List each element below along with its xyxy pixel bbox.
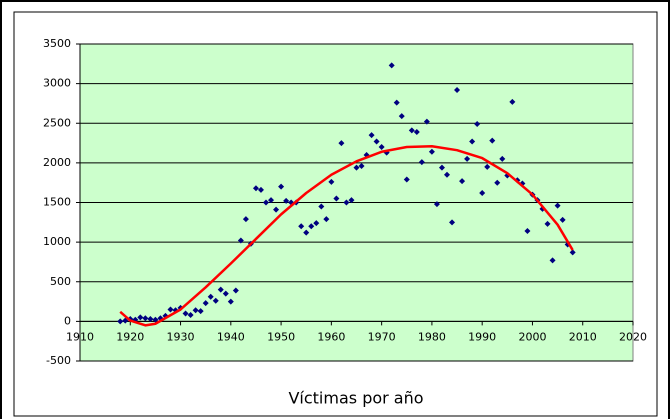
- data-point: [554, 202, 561, 209]
- data-point: [499, 155, 506, 162]
- data-point: [117, 318, 124, 325]
- data-point: [227, 298, 234, 305]
- data-point: [454, 86, 461, 93]
- x-tick-label: 1970: [368, 330, 396, 343]
- y-tick-label: -500: [46, 354, 71, 367]
- y-tick-label: 3500: [43, 37, 71, 50]
- y-tick-label: 3000: [43, 77, 71, 90]
- data-point: [182, 310, 189, 317]
- x-tick-label: 1920: [116, 330, 144, 343]
- x-tick-label: 1950: [267, 330, 295, 343]
- data-point: [298, 223, 305, 230]
- data-point: [308, 223, 315, 230]
- x-tick-label: 1910: [66, 330, 94, 343]
- data-point: [197, 308, 204, 315]
- data-point: [137, 314, 144, 321]
- data-point: [398, 113, 405, 120]
- data-point: [318, 203, 325, 210]
- x-tick-label: 1940: [217, 330, 245, 343]
- x-tick-label: 2020: [619, 330, 647, 343]
- data-point: [343, 199, 350, 206]
- x-tick-label: 1930: [167, 330, 195, 343]
- data-point: [474, 121, 481, 128]
- y-tick-label: 500: [50, 275, 71, 288]
- data-point: [479, 189, 486, 196]
- y-tick-label: 1000: [43, 235, 71, 248]
- data-point: [469, 138, 476, 145]
- data-point: [217, 286, 224, 293]
- data-point: [408, 127, 415, 134]
- data-point: [237, 237, 244, 244]
- data-point: [428, 148, 435, 155]
- data-point: [278, 183, 285, 190]
- x-tick-label: 1990: [468, 330, 496, 343]
- data-point: [257, 186, 264, 193]
- data-point: [403, 176, 410, 183]
- data-point: [423, 118, 430, 125]
- data-point: [232, 287, 239, 294]
- data-point: [328, 178, 335, 185]
- x-tick-label: 2010: [569, 330, 597, 343]
- data-point: [142, 315, 149, 322]
- y-tick-label: 2500: [43, 116, 71, 129]
- data-point: [152, 316, 159, 323]
- data-point: [373, 138, 380, 145]
- data-point: [303, 229, 310, 236]
- data-point: [559, 216, 566, 223]
- data-point: [268, 197, 275, 204]
- x-tick-label: 2000: [518, 330, 546, 343]
- data-point: [378, 144, 385, 151]
- data-point: [464, 155, 471, 162]
- x-tick-label: 1960: [317, 330, 345, 343]
- data-point: [212, 297, 219, 304]
- x-tick-label: 1980: [418, 330, 446, 343]
- data-point: [353, 164, 360, 171]
- data-point: [273, 206, 280, 213]
- data-point: [433, 201, 440, 208]
- data-point: [147, 315, 154, 322]
- data-point: [494, 179, 501, 186]
- data-point: [313, 220, 320, 227]
- data-point: [358, 163, 365, 170]
- data-point: [489, 137, 496, 144]
- data-point: [252, 185, 259, 192]
- data-point: [459, 178, 466, 185]
- data-point: [348, 197, 355, 204]
- data-point: [443, 171, 450, 178]
- data-point: [418, 159, 425, 166]
- data-point: [549, 257, 556, 264]
- data-point: [263, 199, 270, 206]
- data-point: [569, 249, 576, 256]
- data-point: [207, 293, 214, 300]
- y-tick-label: 0: [64, 314, 71, 327]
- data-point: [413, 128, 420, 135]
- data-point: [202, 300, 209, 307]
- data-point: [524, 228, 531, 235]
- data-point: [484, 163, 491, 170]
- data-point: [509, 98, 516, 105]
- chart-title: Víctimas por año: [288, 389, 423, 408]
- data-point: [192, 307, 199, 314]
- data-point: [323, 216, 330, 223]
- data-point: [388, 62, 395, 69]
- data-point: [449, 219, 456, 226]
- data-point: [333, 195, 340, 202]
- data-point: [544, 220, 551, 227]
- data-point: [187, 312, 194, 319]
- data-point: [222, 290, 229, 297]
- data-point: [393, 99, 400, 106]
- trend-line: [119, 144, 574, 327]
- data-point: [338, 140, 345, 147]
- data-point: [438, 164, 445, 171]
- y-tick-label: 2000: [43, 156, 71, 169]
- data-point: [242, 216, 249, 223]
- data-point: [167, 306, 174, 313]
- data-point: [283, 197, 290, 204]
- data-point: [368, 132, 375, 139]
- y-tick-label: 1500: [43, 196, 71, 209]
